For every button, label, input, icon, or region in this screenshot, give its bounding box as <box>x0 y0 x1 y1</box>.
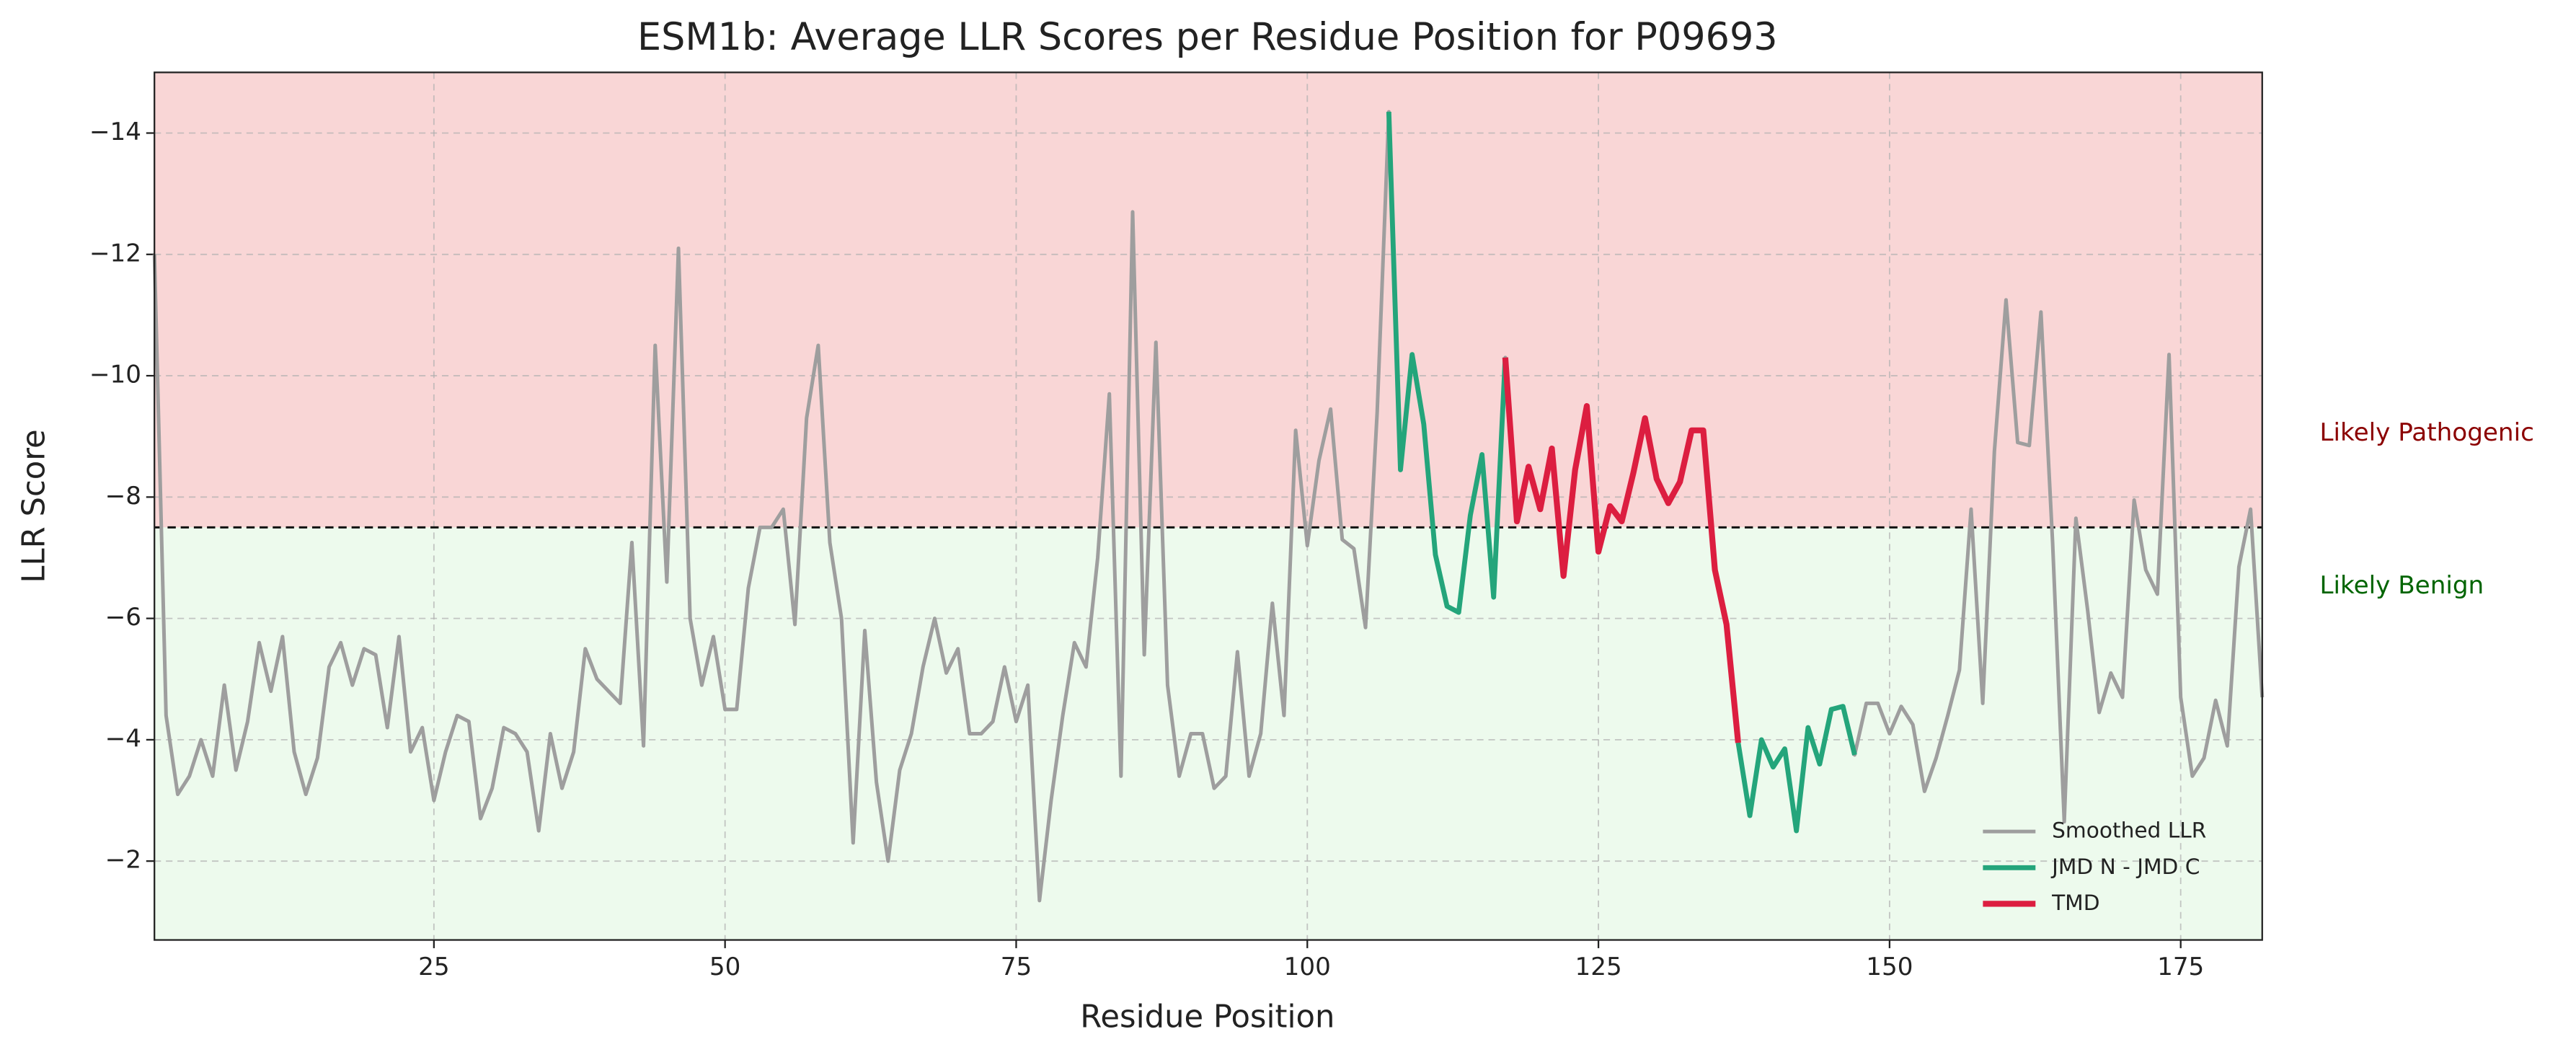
region <box>154 72 2262 528</box>
series-line <box>1502 357 1741 743</box>
region <box>154 527 2262 940</box>
legend-label: Smoothed LLR <box>2052 818 2206 843</box>
plot-frame <box>154 71 2263 941</box>
x-tick-label: 150 <box>1866 953 1913 981</box>
chart-title: ESM1b: Average LLR Scores per Residue Po… <box>637 15 1778 59</box>
x-tick-label: 75 <box>1001 953 1032 981</box>
y-tick-label: −6 <box>105 603 141 632</box>
y-tick-label: −12 <box>89 239 141 268</box>
region-label: Likely Pathogenic <box>2320 418 2534 447</box>
y-tick-label: −10 <box>89 361 141 389</box>
region-label: Likely Benign <box>2320 571 2484 600</box>
legend-label: TMD <box>2051 891 2099 915</box>
x-tick-label: 125 <box>1575 953 1621 981</box>
y-tick-label: −4 <box>105 724 141 753</box>
x-axis-label: Residue Position <box>1080 999 1335 1035</box>
x-tick-label: 25 <box>418 953 449 981</box>
y-tick-label: −14 <box>89 118 141 146</box>
y-tick-label: −2 <box>105 846 141 875</box>
legend-label: JMD N - JMD C <box>2050 854 2200 879</box>
y-axis-label: LLR Score <box>17 429 53 583</box>
series-line <box>1386 111 1508 615</box>
x-tick-label: 100 <box>1284 953 1331 981</box>
series-line <box>1735 704 1857 834</box>
x-tick-label: 50 <box>709 953 740 981</box>
x-tick-label: 175 <box>2157 953 2204 981</box>
series-line <box>152 110 2265 903</box>
y-tick-label: −8 <box>105 482 141 511</box>
